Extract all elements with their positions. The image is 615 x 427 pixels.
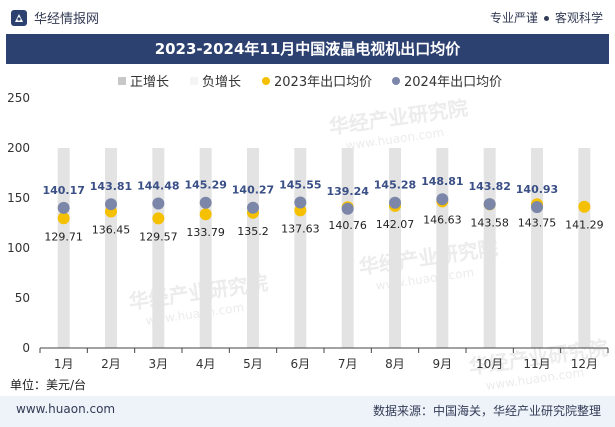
label-2024-3: 144.48 (137, 180, 179, 193)
label-2024-8: 145.28 (374, 179, 416, 192)
point-2024-1 (57, 201, 70, 214)
bars-group (57, 148, 591, 348)
legend-label-3: 2024年出口均价 (404, 75, 502, 90)
label-2023-8: 142.07 (376, 218, 415, 231)
bar-12 (578, 148, 591, 348)
y-axis: 0 50 100 150 200 250 (7, 91, 30, 355)
label-2023-5: 135.2 (237, 225, 269, 238)
x-tick-label: 10月 (476, 357, 503, 371)
footer: www.huaon.com 数据来源：中国海关，华经产业研究院整理 (0, 396, 615, 427)
brand-name: 华经情报网 (34, 12, 100, 27)
bar-7 (341, 148, 354, 348)
label-2024-11: 140.93 (516, 183, 558, 196)
footer-website[interactable]: www.huaon.com (16, 402, 116, 416)
point-2024-5 (247, 201, 259, 214)
y-tick-label: 250 (7, 91, 30, 105)
label-2023-1: 129.71 (44, 230, 83, 243)
x-tick-label: 5月 (243, 357, 263, 371)
x-tick-label: 1月 (54, 357, 74, 371)
bar-10 (483, 148, 496, 348)
point-2024-4 (199, 196, 212, 209)
point-2024-8 (389, 196, 401, 209)
label-2024-5: 140.27 (232, 184, 274, 197)
label-2024-9: 148.81 (421, 175, 463, 188)
bar-2 (105, 148, 117, 348)
point-2024-3 (152, 197, 165, 210)
label-2024-4: 145.29 (184, 179, 226, 192)
legend: 正增长 负增长 2023年出口均价 2024年出口均价 (118, 75, 502, 90)
unit-label: 单位：美元/台 (10, 378, 87, 392)
legend-marker-2 (262, 77, 270, 85)
point-2023-4 (199, 208, 212, 221)
x-tick-label: 2月 (101, 357, 121, 371)
x-tick-label: 9月 (433, 357, 453, 371)
brand-logo-icon (11, 9, 27, 26)
x-tick-label: 12月 (571, 357, 598, 371)
label-2023-9: 146.63 (423, 213, 462, 226)
footer-source: 数据来源：中国海关，华经产业研究院整理 (372, 404, 601, 418)
y-tick-label: 200 (7, 141, 30, 155)
x-axis: 1月 2月 3月 4月 5月 6月 7月 8月 9月 10月 11月 12月 (39, 347, 609, 371)
point-2024-2 (105, 198, 117, 211)
point-2024-6 (294, 196, 307, 209)
label-2023-12: 141.29 (565, 219, 604, 232)
chart: 华经产业研究院www.huaon.com华经产业研究院www.huaon.com… (7, 75, 609, 393)
bar-11 (531, 148, 543, 348)
tagline: 专业严谨 客观科学 (490, 9, 603, 26)
x-tick-label: 8月 (385, 357, 405, 371)
point-2023-3 (152, 212, 165, 225)
x-tick-label: 7月 (338, 357, 358, 371)
legend-marker-0 (118, 77, 126, 85)
bar-3 (152, 148, 165, 348)
label-2023-7: 140.76 (328, 219, 367, 232)
point-2024-7 (341, 202, 354, 215)
label-2024-1: 140.17 (42, 184, 84, 197)
label-2023-11: 143.75 (518, 216, 557, 229)
tagline-left: 专业严谨 (489, 11, 538, 25)
label-2023-4: 133.79 (186, 226, 225, 239)
label-2024-2: 143.81 (90, 180, 132, 193)
legend-marker-3 (392, 77, 400, 85)
point-2024-11 (531, 201, 543, 214)
label-2024-10: 143.82 (468, 180, 510, 193)
labels-group: 140.17 143.81 144.48 145.29 140.27 145.55 139.… (42, 175, 603, 243)
point-2023-1 (57, 212, 70, 225)
y-tick-label: 100 (7, 241, 30, 255)
legend-marker-1 (190, 77, 198, 85)
tagline-right: 客观科学 (554, 11, 603, 25)
x-tick-label: 4月 (196, 357, 216, 371)
separator-dot-icon (543, 16, 549, 21)
point-2024-10 (483, 198, 496, 211)
y-tick-label: 150 (7, 191, 30, 205)
label-2023-6: 137.63 (281, 222, 320, 235)
y-tick-label: 50 (15, 291, 30, 305)
top-bar: 华经情报网 专业严谨 客观科学 (0, 0, 615, 34)
x-tick-label: 6月 (291, 357, 311, 371)
legend-label-0: 正增长 (130, 75, 169, 90)
point-2023-12 (578, 200, 591, 213)
bar-1 (57, 148, 70, 348)
label-2023-2: 136.45 (92, 224, 131, 237)
x-tick-label: 11月 (523, 357, 550, 371)
x-tick-label: 3月 (149, 357, 169, 371)
brand[interactable]: 华经情报网 (10, 8, 99, 27)
bar-5 (247, 148, 259, 348)
y-tick-label: 0 (22, 341, 30, 355)
label-2024-6: 145.55 (279, 178, 321, 191)
legend-label-1: 负增长 (202, 75, 241, 90)
point-2024-9 (436, 193, 449, 206)
chart-title: 2023-2024年11月中国液晶电视机出口均价 (6, 34, 609, 64)
legend-label-2: 2023年出口均价 (274, 75, 372, 90)
label-2023-3: 129.57 (139, 230, 178, 243)
points-group (57, 193, 591, 225)
label-2024-7: 139.24 (326, 185, 369, 198)
label-2023-10: 143.58 (470, 216, 509, 229)
